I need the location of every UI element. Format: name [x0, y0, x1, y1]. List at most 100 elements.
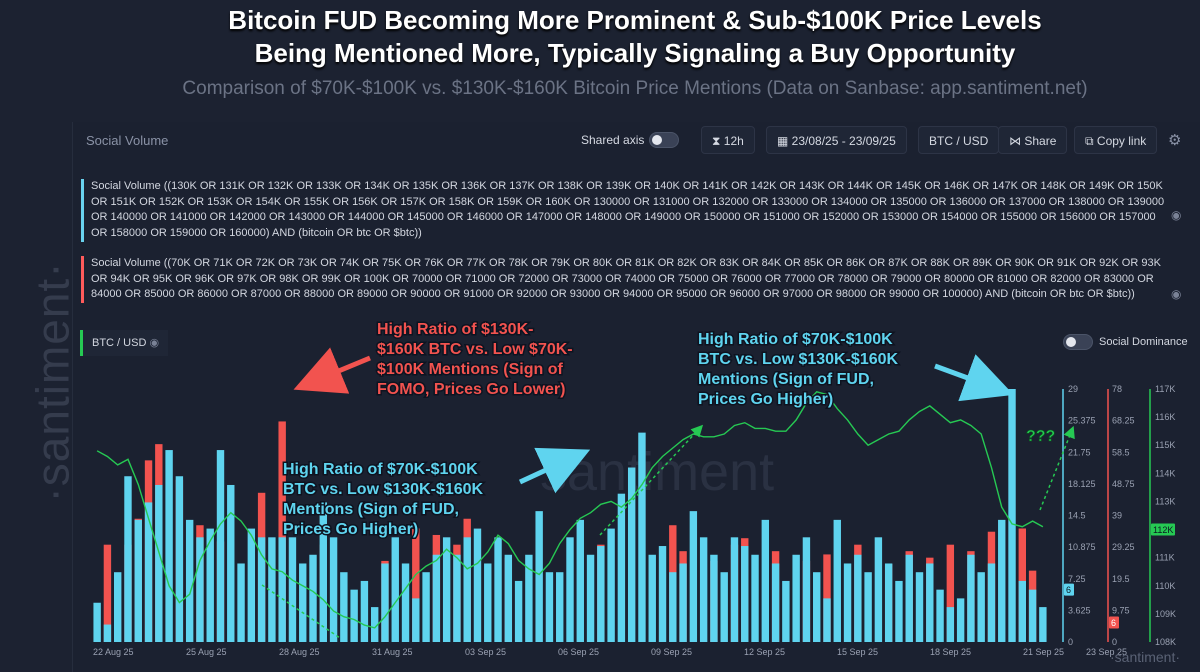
annotation-fud-right-line: Prices Go Higher): [698, 391, 833, 408]
interval-button[interactable]: ⧗ 12h: [701, 126, 755, 154]
red-y-tick: 9.75: [1112, 605, 1130, 615]
trend-arrow-down: [261, 584, 341, 639]
bar-cyan: [638, 432, 646, 642]
price-y-tick: 115K: [1155, 440, 1175, 450]
annotation-fomo-line: High Ratio of $130K-: [377, 321, 533, 338]
bar-cyan: [597, 546, 605, 642]
bar-cyan: [751, 554, 759, 642]
bar-cyan: [710, 554, 718, 642]
eye-icon[interactable]: ◉: [1171, 208, 1182, 222]
x-tick-label: 25 Aug 25: [186, 647, 227, 657]
cyan-y-tick: 14.5: [1068, 511, 1086, 521]
share-button[interactable]: ⋈ Share: [998, 126, 1068, 154]
pair-selector[interactable]: BTC / USD: [918, 126, 1000, 154]
bar-cyan: [103, 624, 112, 642]
bar-cyan: [545, 572, 554, 642]
query-130k-160k[interactable]: Social Volume ((130K OR 131K OR 132K OR …: [81, 179, 1171, 242]
social-dominance-label: Social Dominance: [1099, 336, 1188, 348]
bar-cyan: [802, 537, 811, 642]
bar-cyan: [864, 572, 872, 642]
bar-cyan: [514, 580, 523, 642]
trend-arrow-up-1: [599, 424, 704, 536]
bar-cyan: [895, 580, 903, 642]
page-subtitle: Comparison of $70K-$100K vs. $130K-$160K…: [182, 78, 1088, 99]
calendar-icon: ▦: [777, 134, 792, 148]
annotation-fud-mid-line: High Ratio of $70K-$100K: [283, 461, 478, 478]
bar-cyan: [494, 537, 502, 642]
query-70k-100k[interactable]: Social Volume ((70K OR 71K OR 72K OR 73K…: [81, 256, 1171, 304]
bar-cyan: [699, 537, 708, 642]
interval-value: 12h: [723, 134, 744, 148]
y-axes: 29 25.375 21.75 18.125 14.5 10.875 7.25 3.625 0 7…: [1062, 384, 1176, 647]
copy-link-button[interactable]: ⧉ Copy link: [1074, 126, 1158, 154]
bar-cyan: [484, 563, 492, 642]
annotation-fud-right-line: High Ratio of $70K-$100K: [698, 331, 893, 348]
cyan-y-tick: 0: [1068, 637, 1073, 647]
annotation-fomo-line: $100K Mentions (Sign of: [377, 361, 563, 378]
bar-cyan: [679, 563, 687, 642]
bar-cyan: [535, 511, 543, 642]
eye-icon[interactable]: ◉: [1171, 287, 1182, 301]
btc-usd-chip[interactable]: BTC / USD ◉: [80, 330, 169, 356]
red-y-tick: 19.5: [1112, 574, 1130, 584]
annotation-fomo-line: $160K BTC vs. Low $70K-: [377, 341, 573, 358]
bar-red: [946, 544, 955, 642]
bar-cyan: [422, 572, 430, 642]
bar-cyan: [813, 572, 821, 642]
bar-cyan: [823, 598, 831, 642]
bar-cyan: [792, 554, 800, 642]
cyan-callout-arrow-right: [934, 354, 1014, 402]
bar-cyan: [566, 537, 574, 642]
bar-cyan: [412, 598, 420, 642]
bar-cyan: [936, 589, 944, 642]
btc-usd-label: BTC / USD: [92, 337, 147, 349]
cyan-y-tick: 10.875: [1068, 542, 1096, 552]
bar-cyan: [134, 519, 142, 642]
bar-cyan: [401, 563, 410, 642]
price-line: [96, 391, 1044, 629]
red-y-tick: 68.25: [1112, 416, 1135, 426]
shared-axis-toggle[interactable]: [649, 132, 679, 148]
x-tick-label: 03 Sep 25: [465, 647, 506, 657]
x-tick-label: 09 Sep 25: [651, 647, 692, 657]
bar-cyan: [1028, 589, 1037, 642]
bar-cyan: [463, 537, 471, 642]
bar-cyan: [144, 502, 153, 642]
bar-cyan: [340, 572, 348, 642]
x-tick-label: 15 Sep 25: [837, 647, 878, 657]
bar-cyan: [432, 554, 441, 642]
bar-red: [278, 421, 286, 642]
bar-cyan: [833, 519, 841, 642]
social-volume-label: Social Volume: [86, 133, 169, 148]
bar-cyan: [607, 528, 615, 642]
x-tick-label: 22 Aug 25: [93, 647, 134, 657]
bar-cyan: [206, 528, 214, 642]
bar-cyan: [329, 537, 338, 642]
bar-cyan: [185, 519, 194, 642]
date-range-button[interactable]: ▦ 23/08/25 - 23/09/25: [766, 126, 907, 154]
eye-icon[interactable]: ◉: [149, 337, 160, 349]
bar-cyan: [370, 607, 379, 642]
red-y-tick: 58.5: [1112, 447, 1130, 457]
corner-watermark: ·santiment·: [1110, 649, 1180, 665]
bar-cyan: [165, 450, 173, 642]
bar-cyan: [247, 528, 256, 642]
gear-icon[interactable]: ⚙: [1168, 132, 1182, 149]
social-dominance-toggle[interactable]: [1063, 334, 1093, 350]
bar-cyan: [669, 572, 677, 642]
bar-cyan: [227, 484, 235, 642]
bar-cyan: [689, 511, 698, 642]
bar-cyan: [843, 563, 852, 642]
bar-cyan: [648, 554, 656, 642]
bar-cyan: [216, 450, 225, 642]
red-y-tick: 78: [1112, 384, 1122, 394]
annotation-fud-mid-line: Mentions (Sign of FUD,: [283, 501, 459, 518]
bar-cyan: [453, 554, 461, 642]
bar-red: [103, 544, 112, 642]
x-tick-label: 18 Sep 25: [930, 647, 971, 657]
price-y-tick: 110K: [1155, 581, 1175, 591]
bar-cyan: [309, 554, 317, 642]
bar-cyan: [905, 554, 913, 642]
cyan-callout-arrow: [518, 447, 591, 494]
